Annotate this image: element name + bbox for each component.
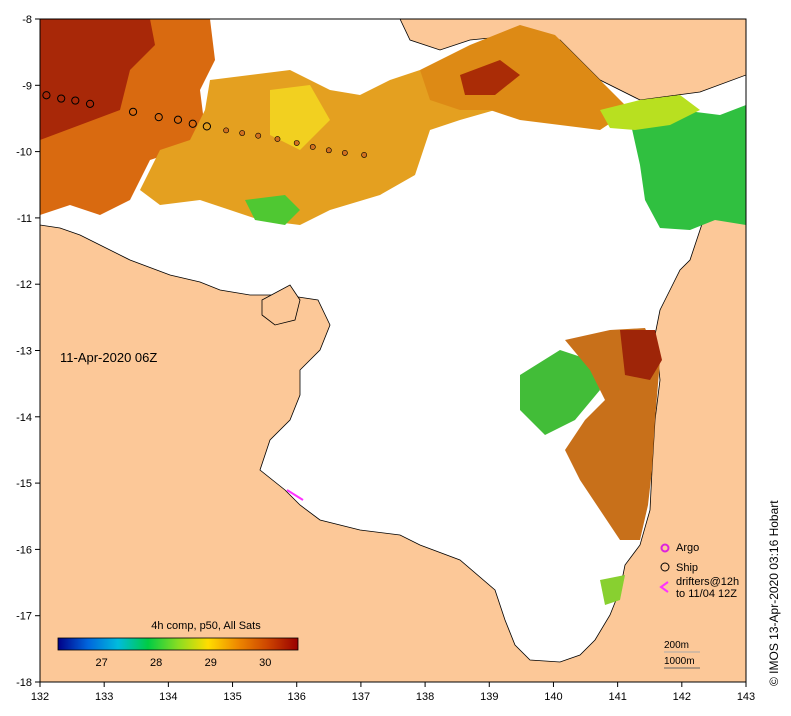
lon-tick-label: 138 xyxy=(416,691,434,703)
colorbar-tick-label: 28 xyxy=(150,657,162,669)
colorbar-gradient xyxy=(57,637,299,651)
lon-tick-label: 142 xyxy=(673,691,691,703)
ship-marker xyxy=(309,144,316,150)
lon-tick-label: 143 xyxy=(737,691,755,703)
lat-tick-label: -15 xyxy=(16,478,32,490)
argo-legend-label: Argo xyxy=(676,542,700,554)
drifter-legend-icon xyxy=(659,581,669,593)
ship-legend-label: Ship xyxy=(676,562,699,574)
ship-marker xyxy=(71,96,80,105)
lat-tick-label: -11 xyxy=(17,213,32,225)
sst-patch-east-orange xyxy=(565,328,660,540)
ship-marker xyxy=(173,115,183,124)
ship-legend-icon xyxy=(660,562,670,572)
lon-tick-label: 140 xyxy=(544,691,562,703)
sst-patch-northeast-hot xyxy=(460,60,520,95)
lat-tick-label: -18 xyxy=(16,677,32,689)
latitude-axis: -8 -9 -10 -11 -12 -13 -14 -15 -16 -17 -18 xyxy=(16,14,40,689)
lat-tick-label: -10 xyxy=(16,147,32,159)
ship-marker xyxy=(293,140,300,146)
contour-200m-label: 200m xyxy=(664,640,690,651)
ship-marker xyxy=(341,150,348,156)
sst-patch-northeast xyxy=(420,25,630,130)
ship-marker xyxy=(202,122,211,131)
lon-tick-label: 141 xyxy=(608,691,626,703)
ship-marker xyxy=(128,107,138,116)
lat-tick-label: -8 xyxy=(22,14,32,26)
sst-patch-west-green xyxy=(245,195,300,225)
legend-symbols xyxy=(659,543,670,593)
sst-patch-southeast-green xyxy=(600,575,625,605)
longitude-axis: 132 133 134 135 136 137 138 139 140 141 142 143 xyxy=(31,682,755,703)
sst-patch-north-yellow xyxy=(270,85,330,150)
lat-tick-label: -14 xyxy=(16,412,32,424)
drifter-legend-label: drifters@12h to 11/04 12Z xyxy=(676,576,739,600)
sst-patch-east-hot xyxy=(620,330,662,380)
drifter-legend-line1: drifters@12h xyxy=(676,576,740,588)
ship-marker xyxy=(223,127,230,134)
lon-tick-label: 134 xyxy=(159,691,177,703)
colorbar-tick-label: 27 xyxy=(96,657,108,669)
colorbar: 27 28 29 30 xyxy=(57,637,299,669)
lon-tick-label: 137 xyxy=(352,691,370,703)
ship-marker xyxy=(325,147,332,154)
drifter-tracks xyxy=(286,489,304,501)
drifter-legend-line2: to 11/04 12Z xyxy=(676,588,737,600)
argo-legend-icon xyxy=(660,543,670,553)
map-area xyxy=(40,19,746,682)
sst-patch-east-green xyxy=(520,350,600,435)
ship-marker xyxy=(85,99,95,108)
lon-tick-label: 139 xyxy=(480,691,498,703)
ship-marker xyxy=(274,136,281,142)
sst-patch-north-center xyxy=(140,70,500,225)
groote-island xyxy=(261,284,301,326)
sst-patch-northwest-hot xyxy=(40,19,155,140)
ship-track-markers xyxy=(42,91,368,158)
lat-tick-label: -16 xyxy=(16,544,32,556)
ship-marker xyxy=(57,94,66,103)
ship-marker xyxy=(361,152,368,158)
credit-label: © IMOS 13-Apr-2020 03:16 Hobart xyxy=(767,500,781,686)
ship-marker xyxy=(239,130,246,136)
ship-marker xyxy=(154,113,163,122)
timestamp-label: 11-Apr-2020 06Z xyxy=(60,350,158,365)
ship-marker xyxy=(42,91,51,100)
lat-tick-label: -13 xyxy=(16,346,32,358)
lat-tick-label: -17 xyxy=(16,611,32,623)
lon-tick-label: 135 xyxy=(223,691,241,703)
colorbar-tick-label: 29 xyxy=(205,657,217,669)
ship-marker xyxy=(188,119,197,128)
lat-tick-label: -9 xyxy=(22,80,32,92)
sst-patch-cape-york-yellow xyxy=(600,95,700,130)
drifter-track xyxy=(286,489,304,501)
lon-tick-label: 136 xyxy=(288,691,306,703)
colorbar-ticks: 27 28 29 30 xyxy=(96,657,272,669)
contour-1000m-label: 1000m xyxy=(664,656,695,667)
ship-marker xyxy=(255,132,262,139)
sst-patch-cape-york-green xyxy=(630,105,746,230)
lon-tick-label: 133 xyxy=(95,691,113,703)
colorbar-tick-label: 30 xyxy=(259,657,271,669)
lon-tick-label: 132 xyxy=(31,691,49,703)
lat-tick-label: -12 xyxy=(16,279,32,291)
colorbar-title: 4h comp, p50, All Sats xyxy=(151,620,261,632)
